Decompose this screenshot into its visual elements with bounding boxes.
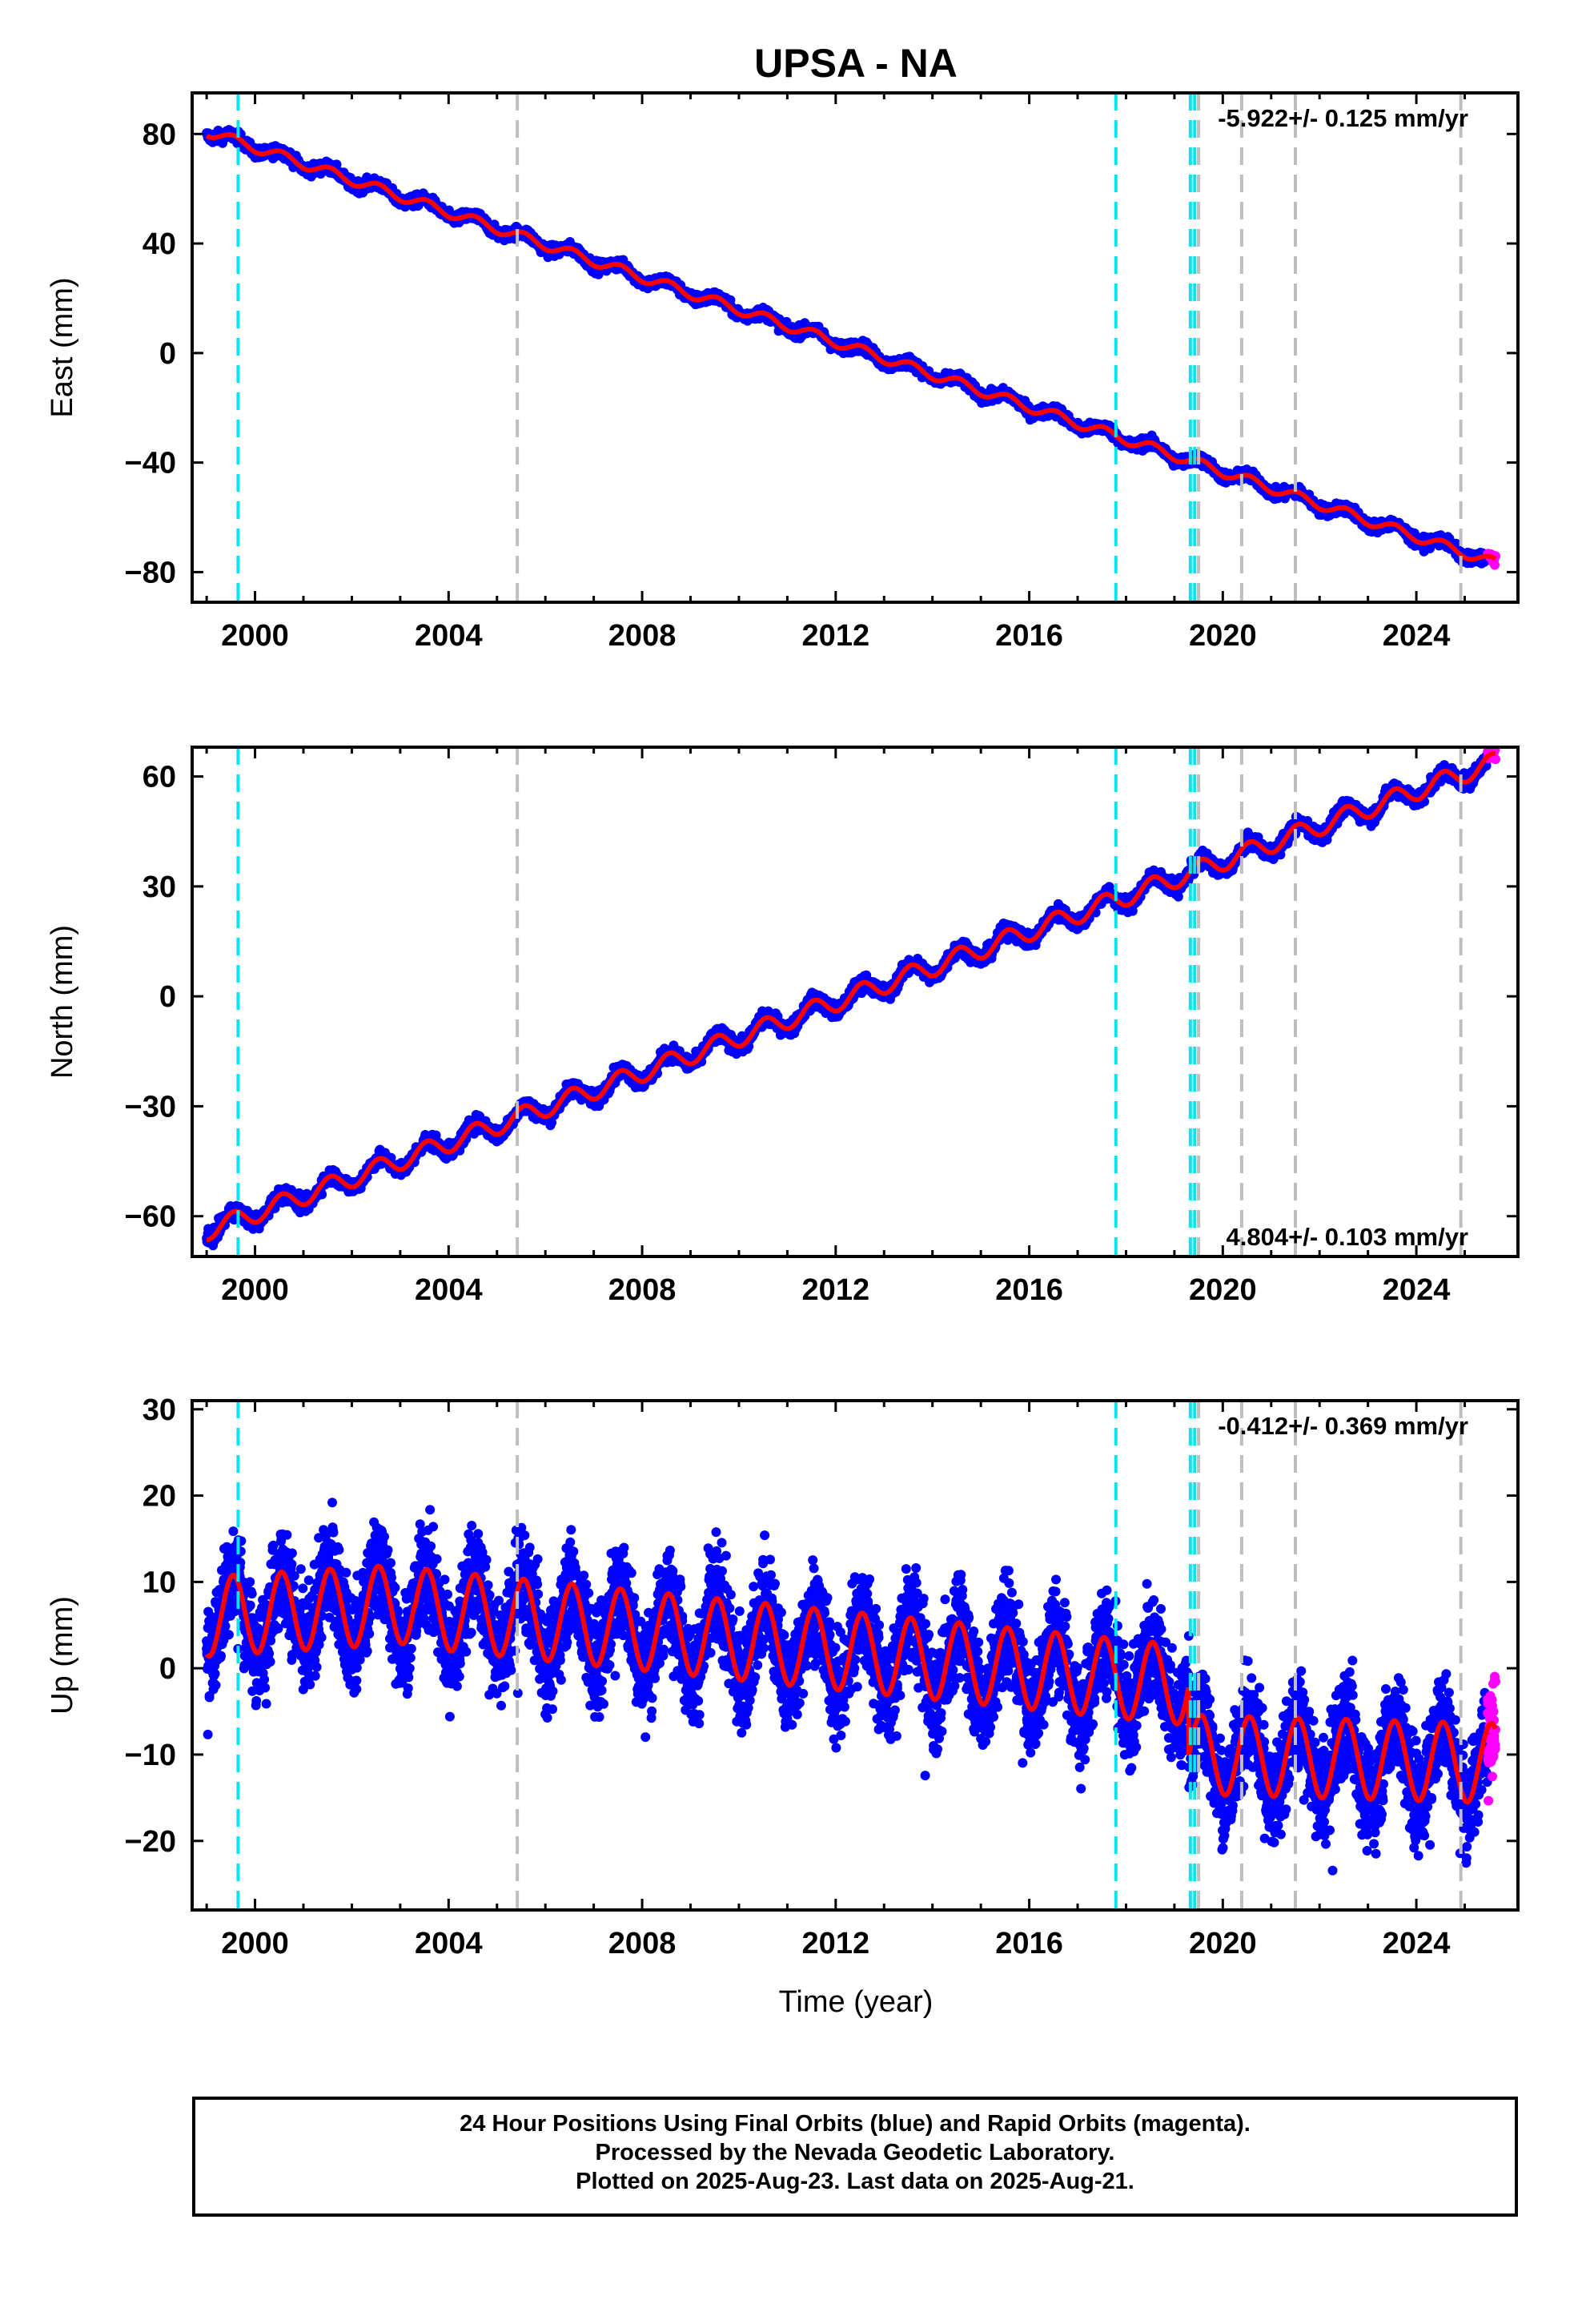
y-tick-label: −40 xyxy=(125,447,176,480)
y-tick-label: 0 xyxy=(159,337,176,371)
y-tick-label: 40 xyxy=(143,227,176,261)
x-tick-label: 2004 xyxy=(415,619,483,653)
x-tick-label: 2016 xyxy=(995,619,1063,653)
model-fit-line xyxy=(205,132,1497,562)
rate-annotation: -5.922+/- 0.125 mm/yr xyxy=(1218,104,1468,132)
y-tick-label: −80 xyxy=(125,556,176,589)
panels: 2000 2004 2008 2012 2016 2020 2024 −80 −40 0 40 80 E… xyxy=(46,91,1520,1960)
figure-title: UPSA - NA xyxy=(754,41,958,86)
panel-north: 2000 2004 2008 2012 2016 2020 2024−60−3003060N… xyxy=(46,746,1520,1307)
x-tick-label: 2024 xyxy=(1383,619,1451,653)
y-tick-label: 80 xyxy=(143,118,176,151)
x-tick-label: 2012 xyxy=(802,619,870,653)
y-axis-label: East (mm) xyxy=(46,277,79,417)
data-point xyxy=(1490,560,1500,570)
plot-area xyxy=(202,747,1500,1256)
x-tick-label: 2000 xyxy=(221,619,289,653)
plot-area xyxy=(202,93,1500,602)
panel-east: 2000 2004 2008 2012 2016 2020 2024 −80 −40 0 40 80 E… xyxy=(46,91,1520,653)
x-tick-label: 2008 xyxy=(608,619,677,653)
x-tick-label: 2020 xyxy=(1189,619,1257,653)
